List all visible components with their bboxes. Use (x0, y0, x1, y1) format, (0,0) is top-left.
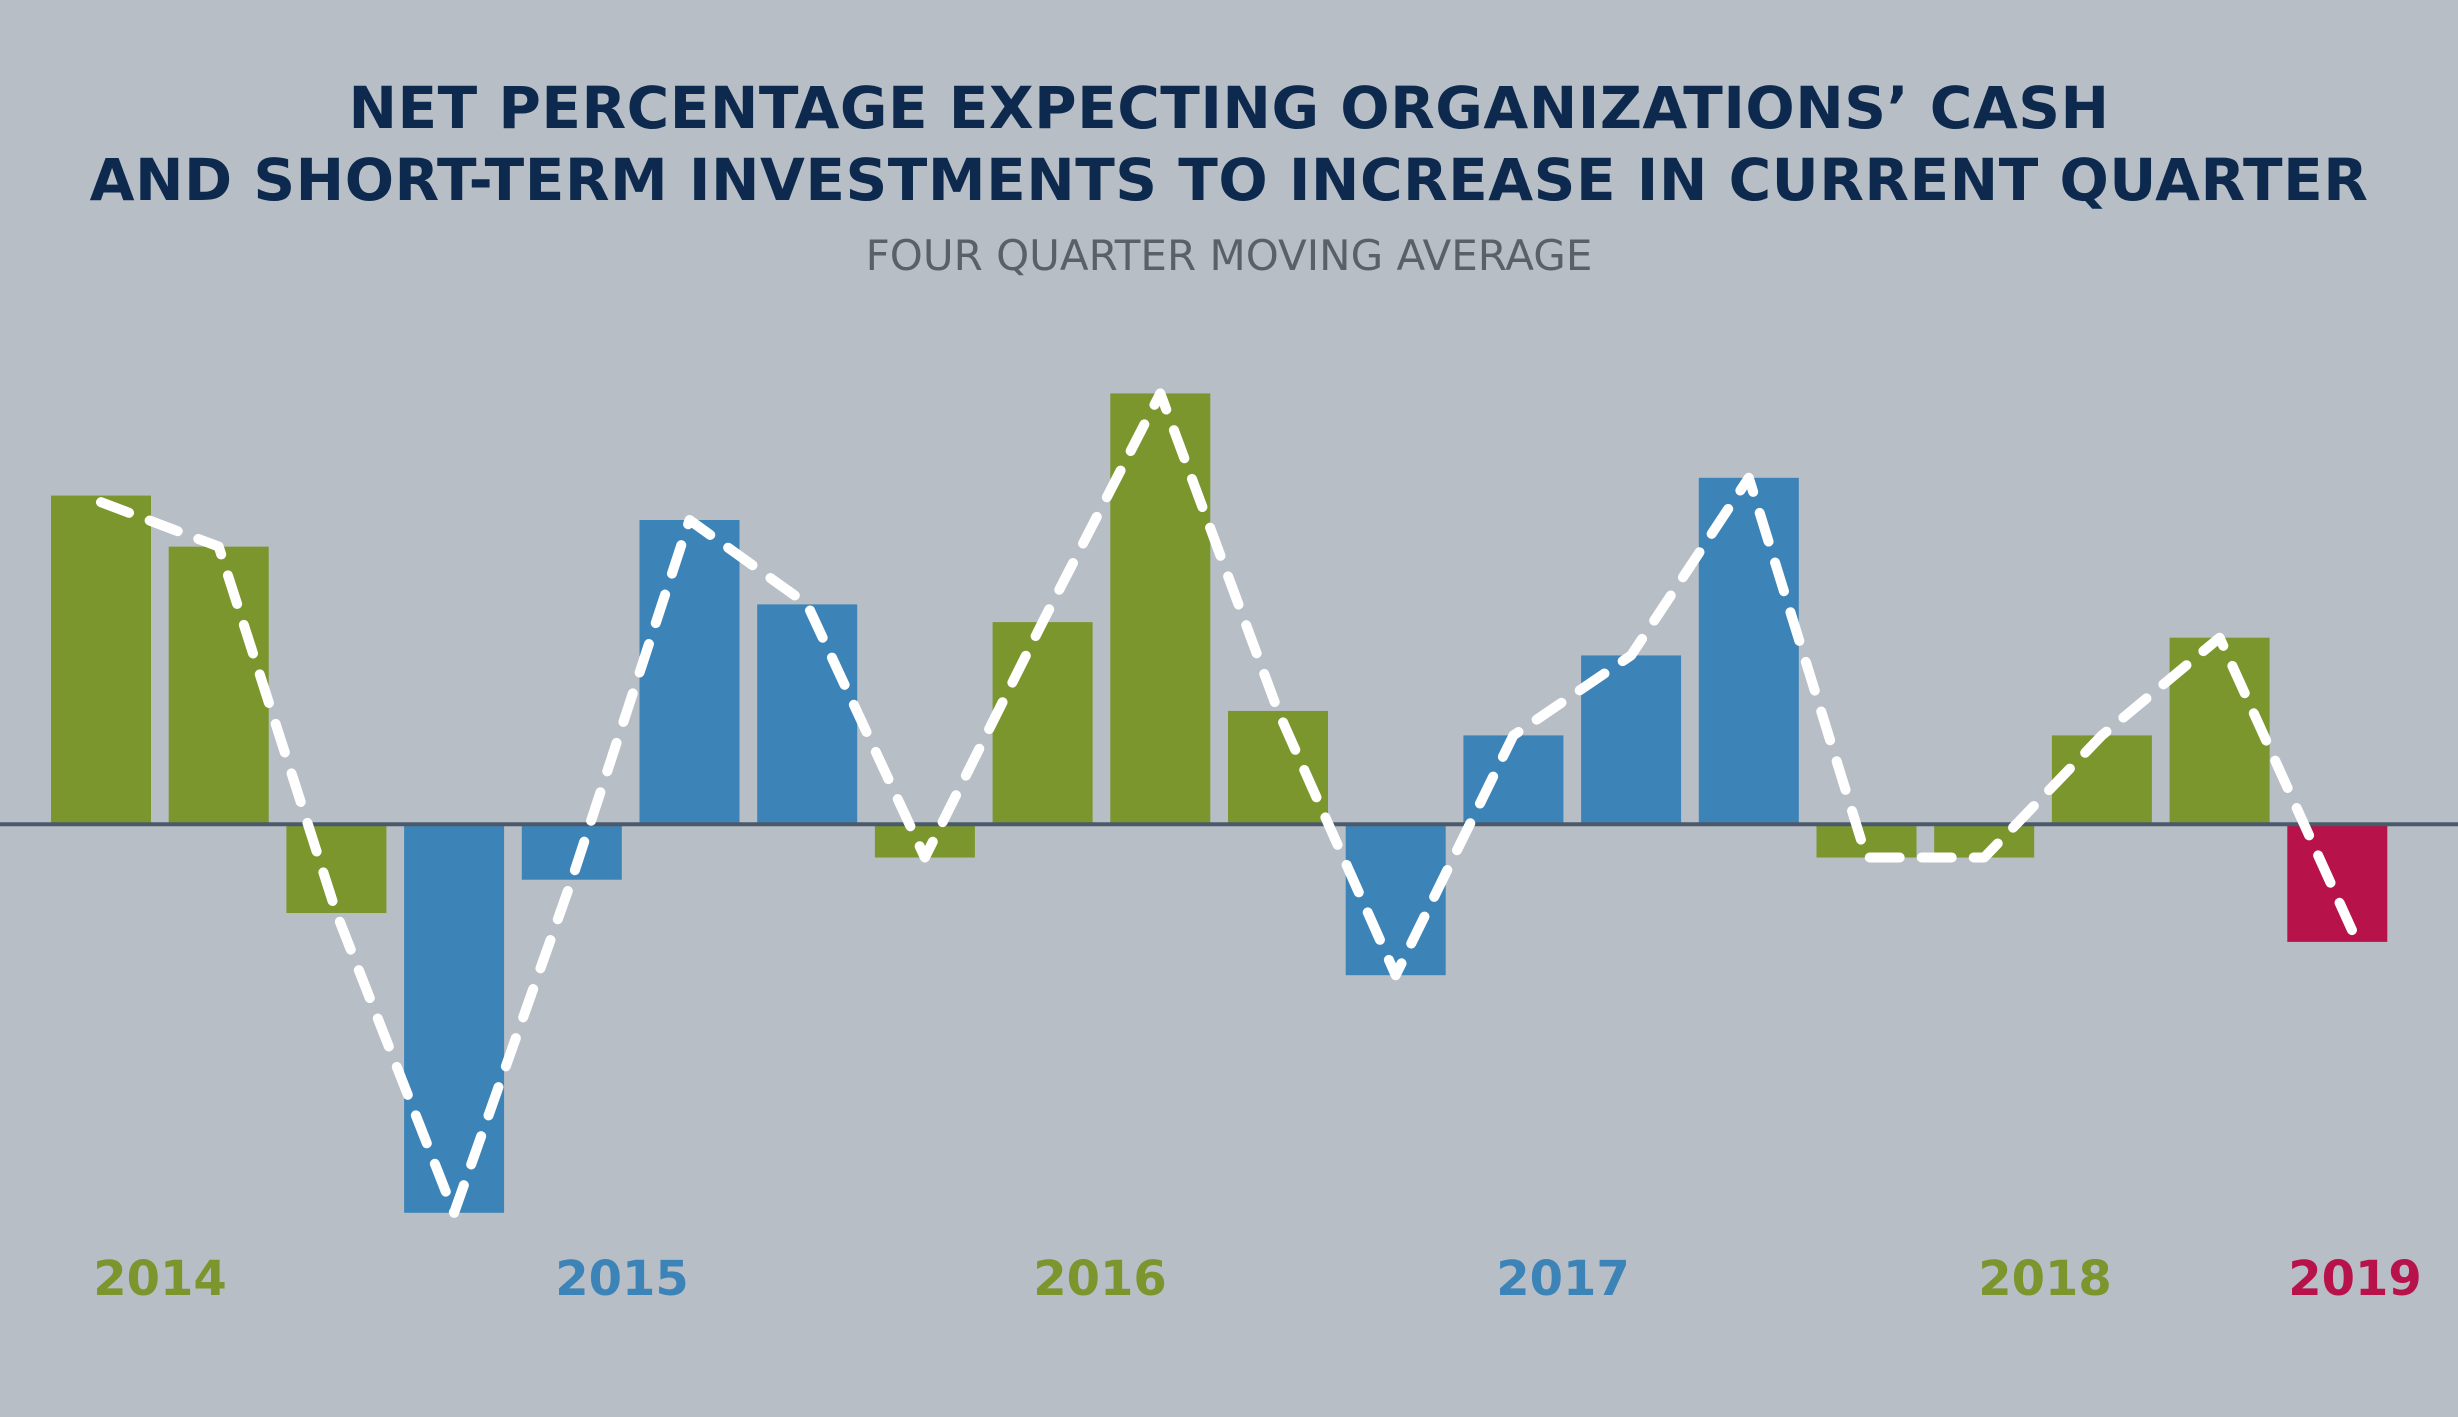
bar-2017-q1 (1463, 735, 1564, 825)
chart-title: NET PERCENTAGE EXPECTING ORGANIZATIONS’ … (0, 72, 2458, 216)
chart-title-line-1: NET PERCENTAGE EXPECTING ORGANIZATIONS’ … (348, 74, 2110, 142)
bar-2017-q4 (1816, 824, 1917, 858)
year-label-2016: 2016 (1033, 1251, 1167, 1307)
year-label-2019: 2019 (2288, 1251, 2422, 1307)
year-label-2015: 2015 (555, 1251, 689, 1307)
bar-2016-q3 (1228, 710, 1328, 825)
year-label-2014: 2014 (93, 1251, 227, 1307)
chart-subtitle: FOUR QUARTER MOVING AVERAGE (865, 231, 1593, 280)
bar-2016-q1 (992, 622, 1093, 825)
bar-2015-q3 (757, 604, 858, 825)
chart-title-line-2: AND SHORT-TERM INVESTMENTS TO INCREASE I… (89, 146, 2369, 214)
year-label-2017: 2017 (1496, 1251, 1630, 1307)
bar-2016-q2 (1110, 393, 1211, 825)
moving-average-line (96, 388, 2363, 1218)
bar-2018-q2 (2051, 735, 2152, 825)
bar-2014-q1 (51, 495, 151, 825)
bar-2018-q4 (2287, 824, 2388, 942)
year-label-2018: 2018 (1978, 1251, 2112, 1307)
bar-2014-q2 (168, 546, 269, 825)
bar-2015-q2 (639, 519, 740, 825)
bar-2014-q4 (404, 824, 505, 1213)
bar-2016-q4 (1345, 824, 1446, 976)
year-labels: 2014 2015 2016 2017 2018 2019 (93, 1251, 2422, 1307)
